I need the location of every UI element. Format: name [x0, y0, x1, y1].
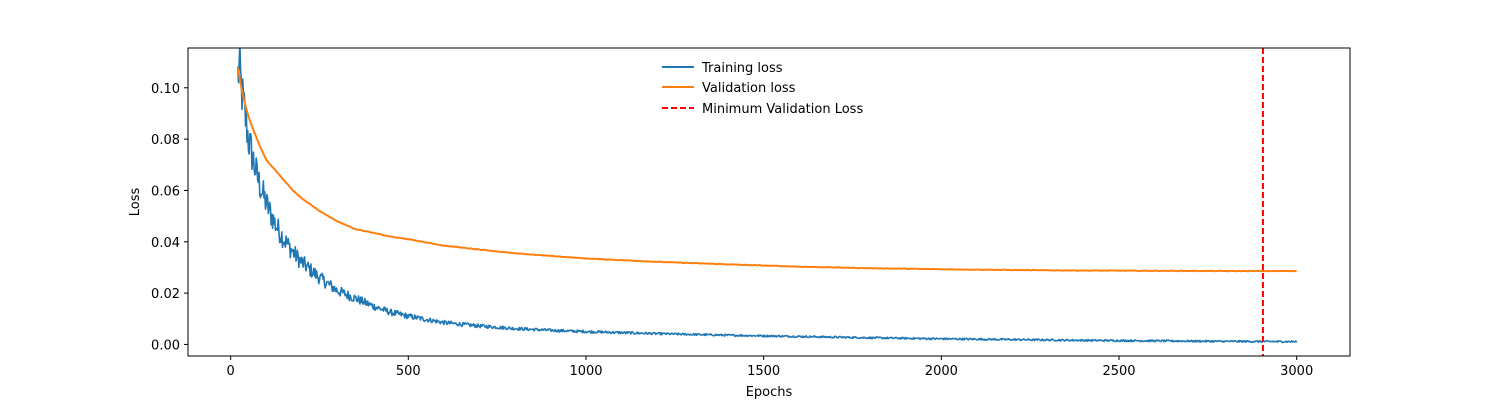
validation-loss-line [236, 67, 1297, 273]
training-loss-line [236, 48, 1298, 344]
y-tick-label: 0.06 [151, 184, 180, 199]
x-tick-label: 1000 [569, 364, 602, 379]
x-tick-label: 2500 [1102, 364, 1135, 379]
x-tick-label: 500 [396, 364, 421, 379]
x-axis: 0 500 1000 1500 2000 2500 3000 [227, 356, 1313, 379]
x-axis-label: Epochs [746, 385, 793, 400]
legend-label-training: Training loss [701, 61, 783, 76]
legend-label-validation: Validation loss [702, 81, 796, 96]
x-tick-label: 3000 [1280, 364, 1313, 379]
x-tick-label: 2000 [925, 364, 958, 379]
x-tick-label: 1500 [747, 364, 780, 379]
y-axis: 0.00 0.02 0.04 0.06 0.08 0.10 [151, 82, 188, 353]
y-tick-label: 0.04 [151, 236, 180, 251]
legend: Training loss Validation loss Minimum Va… [662, 61, 863, 117]
y-axis-label: Loss [128, 188, 143, 217]
y-tick-label: 0.08 [151, 133, 180, 148]
x-tick-label: 0 [227, 364, 235, 379]
plot-frame [187, 47, 1351, 357]
y-tick-label: 0.02 [151, 287, 180, 302]
series-layer [236, 48, 1298, 356]
y-tick-label: 0.00 [151, 338, 180, 353]
legend-label-minimum: Minimum Validation Loss [702, 102, 863, 117]
plot-area [187, 47, 1351, 357]
y-tick-label: 0.10 [151, 82, 180, 97]
